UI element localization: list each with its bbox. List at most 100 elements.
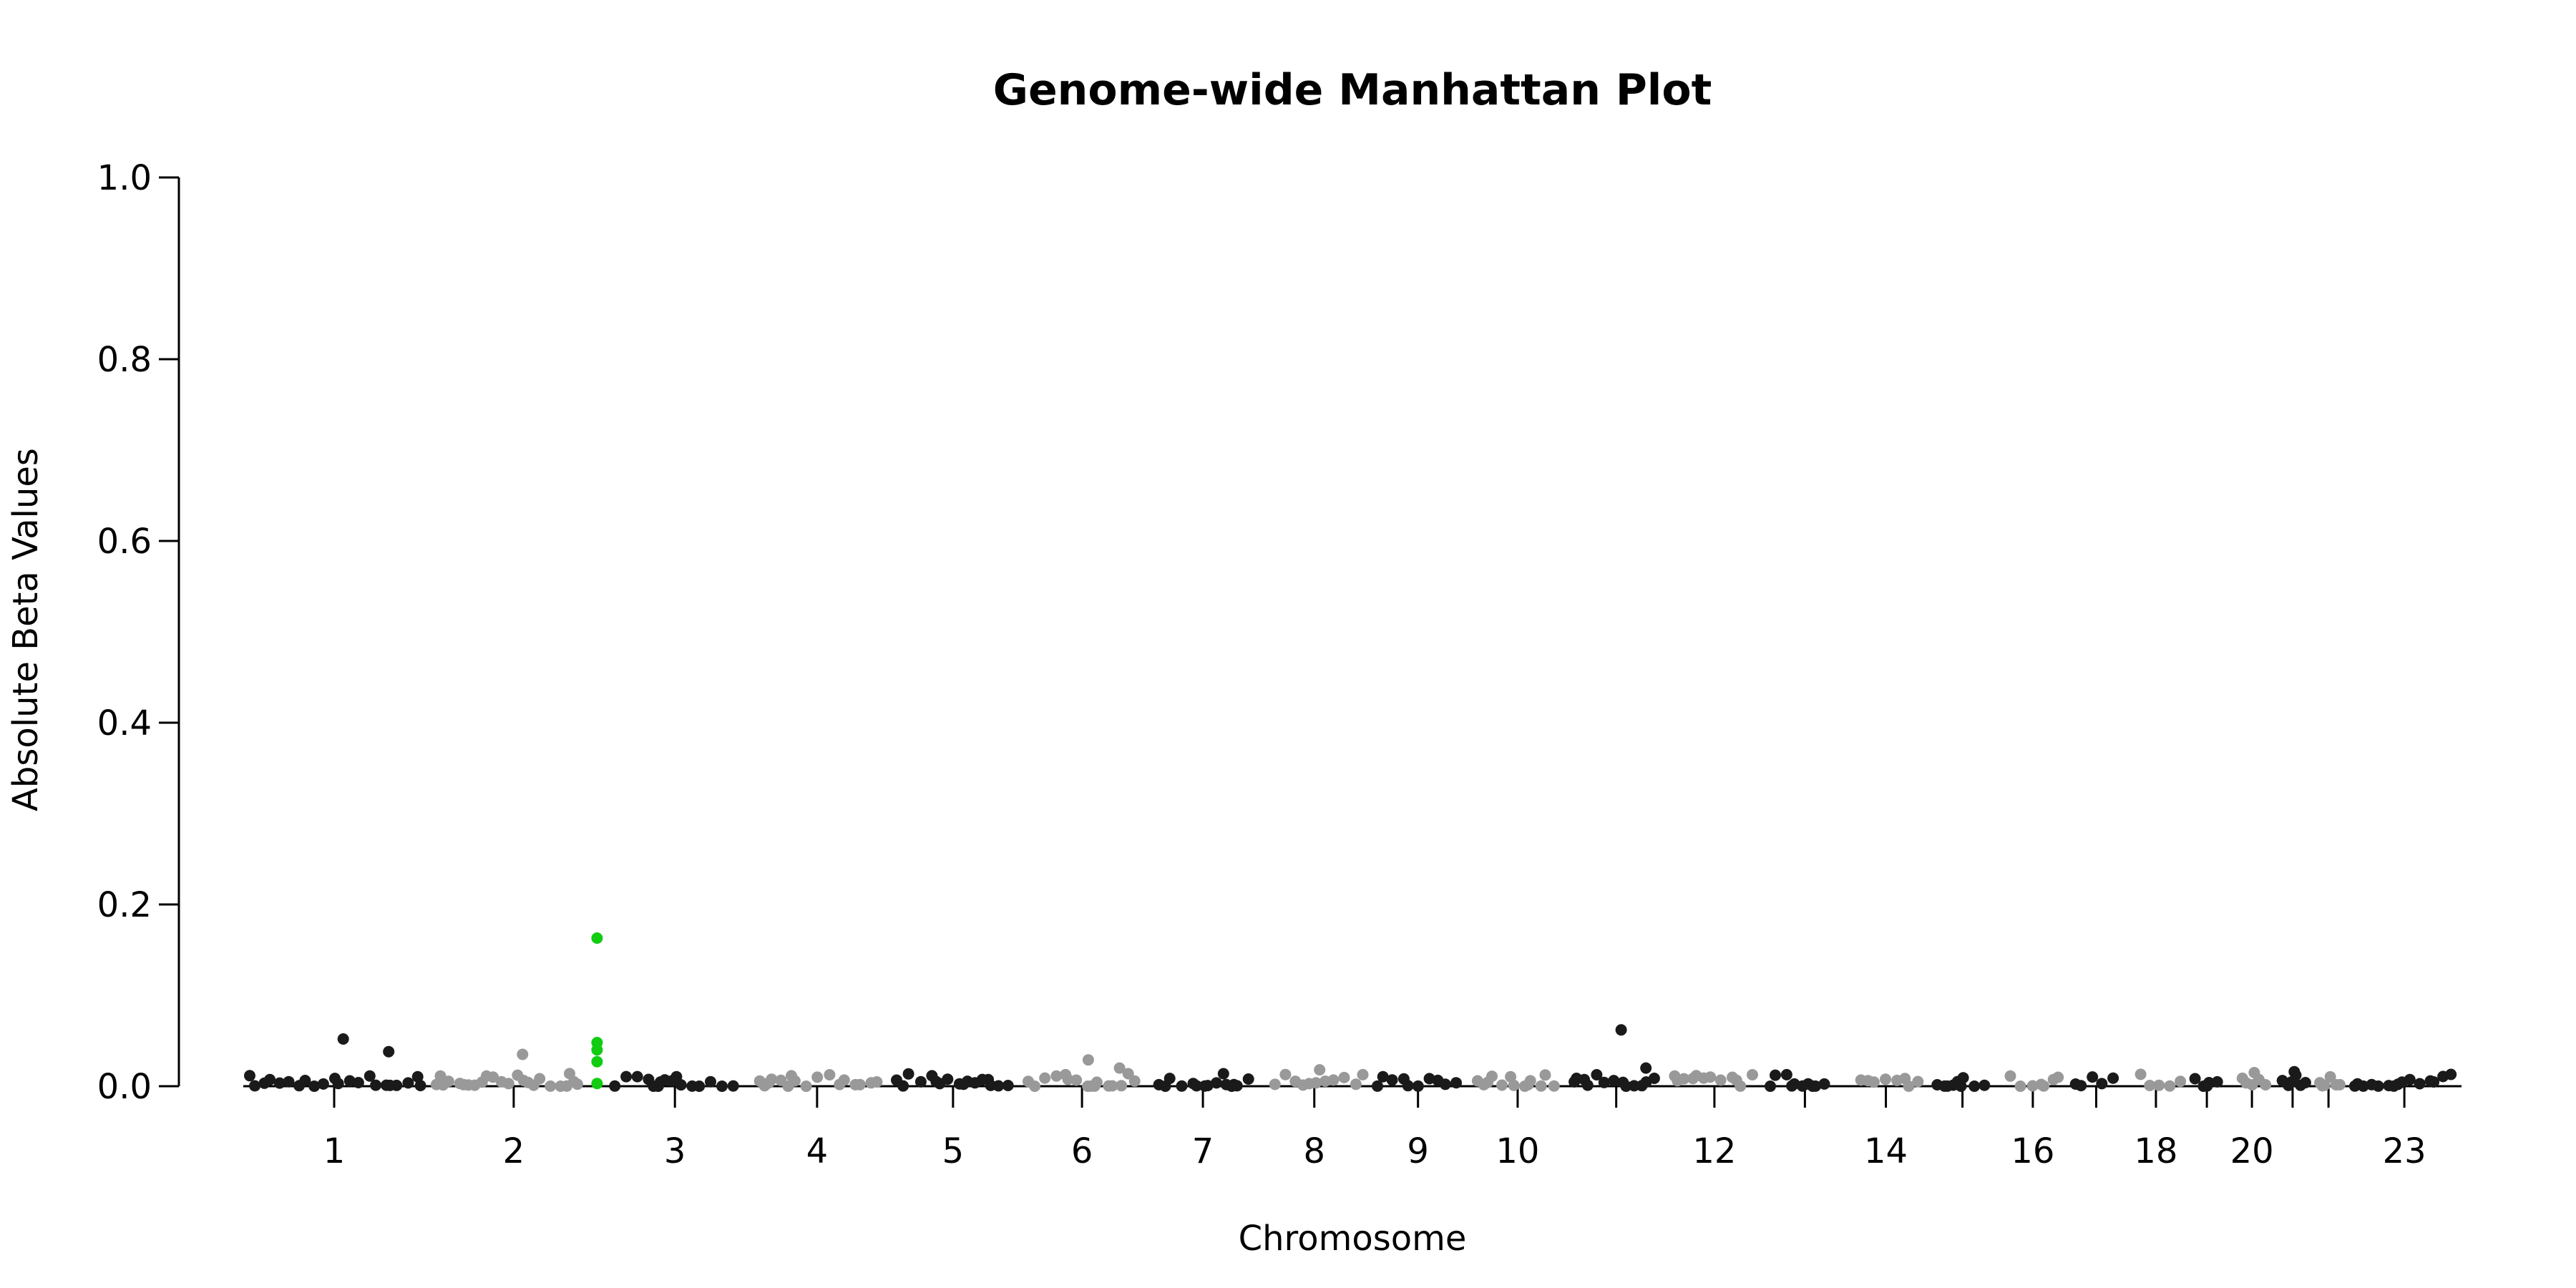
data-point (244, 1070, 255, 1082)
data-point (364, 1070, 376, 1082)
data-point (2414, 1078, 2426, 1090)
data-point (609, 1080, 621, 1092)
data-point (871, 1076, 883, 1088)
data-point (1314, 1064, 1326, 1076)
data-point (1050, 1070, 1063, 1082)
data-point (942, 1073, 954, 1085)
x-tick-label: 5 (942, 1131, 965, 1171)
data-point (1091, 1076, 1103, 1088)
data-point (1191, 1080, 1203, 1092)
data-point (1979, 1079, 1991, 1091)
data-point (1116, 1080, 1128, 1092)
data-point (1678, 1073, 1690, 1085)
data-point (2052, 1071, 2064, 1083)
data-point (1648, 1073, 1660, 1084)
data-point (2318, 1079, 2331, 1091)
data-point (337, 1033, 349, 1045)
data-point (1704, 1071, 1717, 1083)
data-point (317, 1078, 329, 1090)
data-point (1386, 1074, 1398, 1086)
x-tick-label: 7 (1192, 1131, 1214, 1171)
x-tick-label: 8 (1303, 1131, 1325, 1171)
data-point (1217, 1068, 1229, 1080)
data-point (693, 1080, 706, 1092)
y-axis: 0.0 0.2 0.4 0.6 0.8 1.0 (97, 158, 180, 1107)
data-point (571, 1078, 583, 1091)
data-point (1279, 1068, 1292, 1080)
data-point (2189, 1073, 2201, 1085)
x-tick-label: 14 (1864, 1131, 1908, 1171)
x-tick-label: 20 (2230, 1131, 2274, 1171)
data-point (1377, 1070, 1389, 1083)
data-point (442, 1075, 454, 1088)
data-point (332, 1078, 344, 1090)
data-point (2038, 1080, 2050, 1092)
data-point (1062, 1073, 1074, 1085)
x-axis-label: Chromosome (1239, 1219, 1467, 1259)
x-tick-label: 18 (2134, 1131, 2177, 1171)
highlight-point (591, 1044, 603, 1056)
data-point (411, 1070, 424, 1083)
data-point (352, 1077, 364, 1088)
data-point (1082, 1054, 1094, 1066)
data-point (545, 1080, 557, 1092)
data-point (264, 1073, 276, 1085)
data-point (283, 1075, 295, 1088)
data-point (1714, 1074, 1727, 1086)
data-point (1508, 1079, 1520, 1091)
y-tick-label: 0.2 (97, 885, 152, 925)
data-point (838, 1074, 850, 1086)
data-point (1350, 1078, 1362, 1091)
y-tick-label: 0.8 (97, 340, 152, 380)
y-tick-label: 1.0 (97, 158, 152, 198)
data-point (1242, 1073, 1254, 1085)
data-point (2164, 1080, 2176, 1092)
data-point (2324, 1070, 2336, 1083)
data-point (2004, 1070, 2016, 1082)
data-point (789, 1075, 801, 1087)
data-point (1338, 1071, 1350, 1083)
data-point (273, 1077, 286, 1089)
data-point (1412, 1080, 1424, 1092)
x-tick-label: 4 (806, 1131, 829, 1171)
x-tick-label: 16 (2011, 1131, 2054, 1171)
data-point (2428, 1076, 2440, 1088)
data-point (1591, 1069, 1603, 1080)
data-point (1439, 1078, 1451, 1091)
data-point (391, 1079, 403, 1091)
data-point (1765, 1080, 1776, 1092)
data-point (716, 1080, 728, 1092)
data-point (1486, 1070, 1498, 1083)
data-point (534, 1073, 546, 1085)
data-point (811, 1071, 824, 1083)
y-axis-label: Absolute Beta Values (6, 448, 46, 811)
data-point (1163, 1073, 1176, 1085)
data-point (1780, 1068, 1792, 1080)
data-point (1615, 1024, 1627, 1036)
data-point (434, 1070, 447, 1082)
data-point (1372, 1080, 1383, 1092)
data-point (854, 1078, 866, 1091)
data-point (1106, 1080, 1118, 1092)
data-point (487, 1071, 499, 1083)
data-point (2203, 1077, 2215, 1088)
data-point (249, 1080, 261, 1092)
data-point (1539, 1069, 1551, 1081)
data-point (2260, 1079, 2272, 1091)
data-point (1113, 1062, 1126, 1074)
data-point (1357, 1068, 1369, 1080)
data-point (675, 1079, 687, 1091)
data-points (244, 932, 2457, 1092)
data-point (1640, 1062, 1652, 1074)
data-point (1201, 1080, 1214, 1092)
data-point (2096, 1078, 2108, 1090)
x-tick-label: 2 (503, 1131, 525, 1171)
data-point (2211, 1075, 2223, 1088)
data-point (1912, 1075, 1924, 1088)
data-point (1070, 1074, 1083, 1086)
y-tick-label: 0.6 (97, 522, 152, 562)
data-point (383, 1045, 395, 1058)
highlight-point (591, 1078, 603, 1090)
data-point (2107, 1072, 2119, 1084)
data-point (1231, 1080, 1243, 1092)
